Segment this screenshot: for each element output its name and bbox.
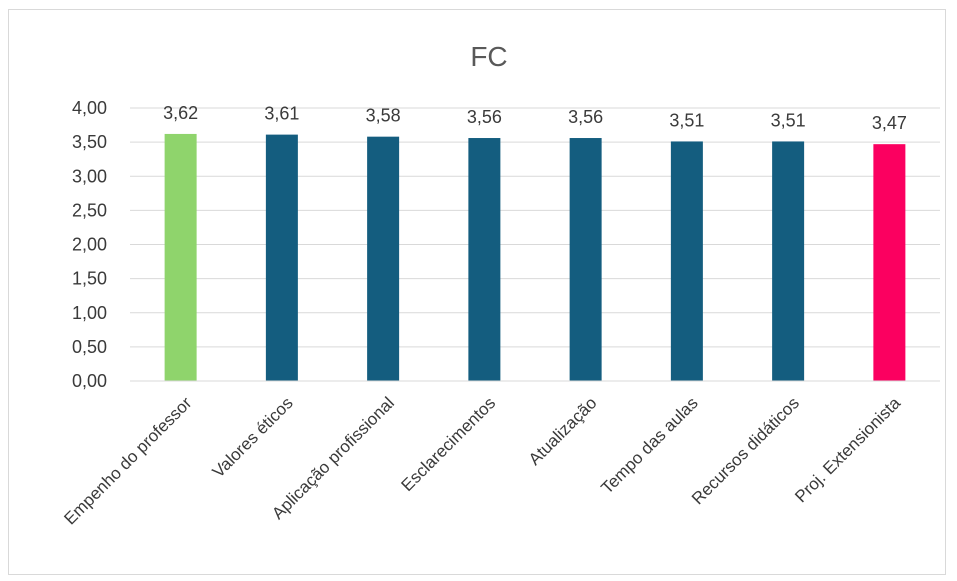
y-tick-label: 2,00 — [72, 235, 107, 255]
x-axis-categories: Empenho do professor Valores éticosAplica… — [60, 393, 904, 528]
data-label: 3,56 — [568, 107, 603, 127]
y-tick-label: 1,50 — [72, 269, 107, 289]
x-tick-label: Tempo das aulas — [597, 393, 701, 497]
bar — [164, 133, 197, 381]
x-tick-label: Empenho do professor — [60, 393, 195, 528]
x-tick-label: Atualização — [525, 393, 601, 469]
data-label: 3,51 — [669, 110, 704, 130]
y-tick-label: 0,50 — [72, 337, 107, 357]
y-tick-label: 3,00 — [72, 166, 107, 186]
y-tick-label: 4,00 — [72, 98, 107, 118]
data-labels: 3,62 3,61 3,58 3,56 3,56 3,51 3,51 3,47 — [163, 103, 907, 133]
x-tick-label: Esclarecimentos — [398, 393, 500, 495]
x-tick-label: Valores éticos — [209, 393, 297, 481]
bar — [468, 138, 501, 381]
gridlines — [130, 107, 940, 348]
y-axis-ticks: 0,00 0,50 1,00 1,50 2,00 2,50 3,00 3,50 4,00 — [72, 98, 107, 391]
x-tick-label: Recursos didáticos — [688, 393, 803, 508]
data-label: 3,51 — [771, 110, 806, 130]
bar — [265, 134, 298, 381]
bar — [772, 141, 805, 381]
data-label: 3,62 — [163, 103, 198, 123]
y-tick-label: 2,50 — [72, 200, 107, 220]
data-label: 3,61 — [264, 104, 299, 124]
bars — [164, 133, 906, 381]
bar — [569, 138, 602, 381]
bar — [670, 141, 703, 381]
data-label: 3,56 — [467, 107, 502, 127]
y-tick-label: 0,00 — [72, 371, 107, 391]
y-tick-label: 3,50 — [72, 132, 107, 152]
bar — [367, 136, 400, 381]
data-label: 3,47 — [872, 113, 907, 133]
data-label: 3,58 — [366, 106, 401, 126]
bar — [873, 144, 906, 381]
y-tick-label: 1,00 — [72, 303, 107, 323]
chart-title: FC — [470, 41, 507, 72]
x-tick-label: Proj. Extensionista — [791, 393, 904, 506]
